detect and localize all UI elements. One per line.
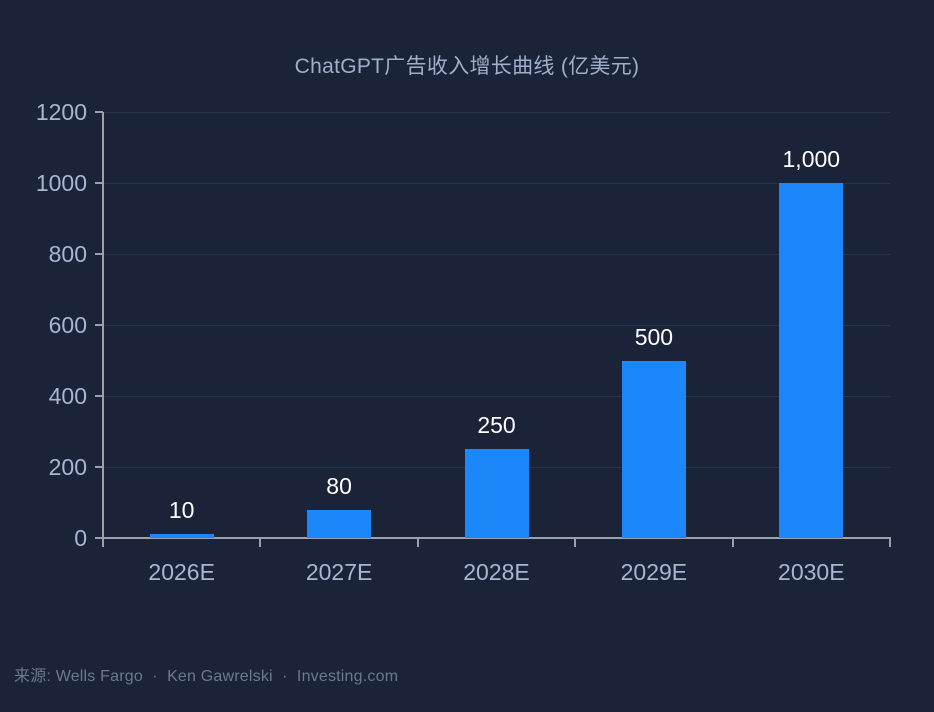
x-axis-line <box>102 537 891 539</box>
gridline-1000 <box>103 182 890 184</box>
y-axis-line <box>102 112 104 539</box>
bar-value-label: 500 <box>634 323 674 350</box>
y-tick-label: 1200 <box>35 99 87 125</box>
x-category-label: 2027E <box>305 559 373 585</box>
gridline-600 <box>103 324 890 326</box>
chart-title: ChatGPT广告收入增长曲线 (亿美元) <box>294 55 640 78</box>
gridline-400 <box>103 395 890 397</box>
x-category-label: 2030E <box>778 559 845 585</box>
bar-value-label: 250 <box>477 412 516 439</box>
x-tick-mark <box>259 538 262 547</box>
bar-2030E <box>779 183 844 538</box>
y-tick-mark <box>95 111 103 113</box>
y-tick-label: 400 <box>48 383 87 409</box>
bar-value-label: 80 <box>326 472 352 499</box>
bar-2026E <box>149 534 214 538</box>
gridline-800 <box>103 253 890 255</box>
x-tick-mark <box>574 538 577 547</box>
x-category-label: 2028E <box>463 559 530 585</box>
source-attribution: 来源: Wells Fargo · Ken Gawrelski · Invest… <box>14 668 399 685</box>
y-tick-mark <box>95 324 103 326</box>
x-tick-mark <box>416 538 419 547</box>
bar-2028E <box>464 449 529 538</box>
bar-value-label: 1,000 <box>782 146 841 172</box>
y-tick-mark <box>95 537 103 539</box>
bar-2029E <box>621 360 686 538</box>
y-tick-mark <box>95 253 103 255</box>
bar-2027E <box>307 509 372 538</box>
bar-value-label: 10 <box>168 497 195 524</box>
y-tick-label: 200 <box>48 454 87 480</box>
x-tick-mark <box>889 538 891 547</box>
x-category-label: 2026E <box>148 559 215 585</box>
gridline-1200 <box>103 111 890 113</box>
y-tick-label: 1000 <box>35 170 87 196</box>
y-tick-mark <box>95 466 103 468</box>
y-tick-label: 600 <box>48 312 87 338</box>
y-tick-mark <box>95 182 103 184</box>
y-tick-mark <box>95 395 103 397</box>
x-category-label: 2029E <box>620 559 688 585</box>
y-tick-label: 800 <box>48 241 87 267</box>
y-tick-label: 0 <box>74 525 87 551</box>
x-tick-mark <box>731 538 734 547</box>
x-tick-mark <box>102 538 104 547</box>
